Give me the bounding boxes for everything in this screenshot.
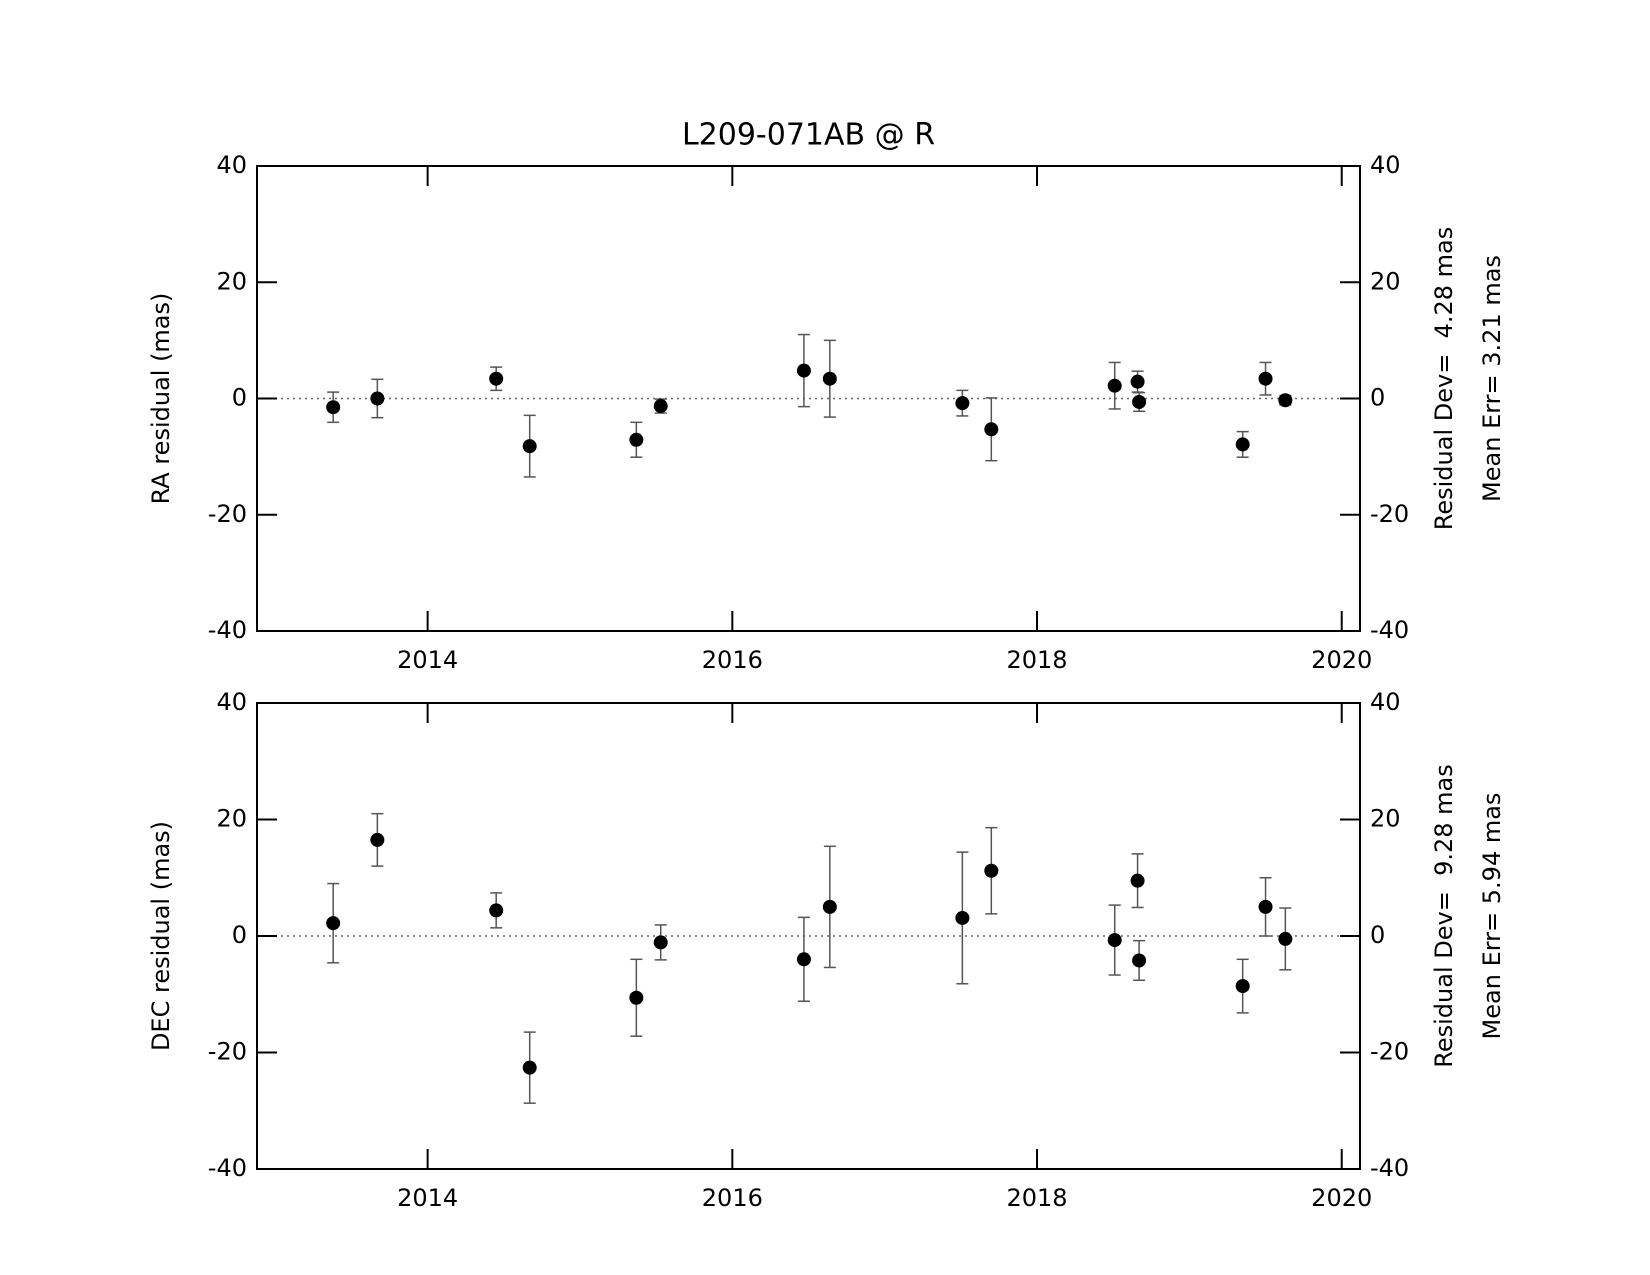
point [1130,374,1145,389]
point [326,916,341,931]
point [796,952,811,967]
annotation: Residual Dev= 9.28 mas [1430,764,1458,1067]
point [822,371,837,386]
y-tick-label: 40 [216,151,247,179]
y-tick-label: 0 [232,384,247,412]
point [522,439,537,454]
point [822,899,837,914]
y-tick-label: -40 [208,1154,247,1182]
x-tick-label: 2020 [1311,1184,1372,1212]
y-axis-label: RA residual (mas) [147,293,175,505]
x-tick-label: 2014 [397,646,458,674]
x-tick-label: 2018 [1006,646,1067,674]
x-tick-label: 2016 [702,1184,763,1212]
point [796,363,811,378]
x-tick-label: 2014 [397,1184,458,1212]
annotation: Residual Dev= 4.28 mas [1430,227,1458,530]
y2-tick-label: -20 [1370,500,1409,528]
y-tick-label: -40 [208,616,247,644]
point [1107,933,1122,948]
y2-tick-label: 0 [1370,384,1385,412]
x-tick-label: 2020 [1311,646,1372,674]
y-tick-label: -20 [208,1038,247,1066]
point [1258,899,1273,914]
y2-tick-label: 20 [1370,805,1401,833]
point [1278,931,1293,946]
point [984,422,999,437]
point [955,910,970,925]
point [629,990,644,1005]
y-tick-label: 20 [216,267,247,295]
y-axis-label: DEC residual (mas) [147,821,175,1051]
y-tick-label: 20 [216,805,247,833]
point [653,935,668,950]
y2-tick-label: 20 [1370,267,1401,295]
point [370,391,385,406]
x-tick-label: 2018 [1006,1184,1067,1212]
point [1132,953,1147,968]
point [1130,873,1145,888]
annotation: Mean Err= 3.21 mas [1478,255,1506,502]
y2-tick-label: -40 [1370,616,1409,644]
chart-title: L209-071AB @ R [682,118,935,153]
point [984,863,999,878]
point [489,371,504,386]
point [653,399,668,414]
point [489,903,504,918]
point [1235,437,1250,452]
y2-tick-label: 40 [1370,151,1401,179]
point [522,1060,537,1075]
y-tick-label: 0 [232,921,247,949]
y-tick-label: -20 [208,500,247,528]
y2-tick-label: -40 [1370,1154,1409,1182]
point [1235,979,1250,994]
y2-tick-label: 0 [1370,921,1385,949]
point [629,432,644,447]
point [1258,371,1273,386]
point [370,832,385,847]
annotation: Mean Err= 5.94 mas [1478,793,1506,1040]
point [326,400,341,415]
x-tick-label: 2016 [702,646,763,674]
y2-tick-label: 40 [1370,688,1401,716]
point [1132,394,1147,409]
point [955,396,970,411]
y-tick-label: 40 [216,688,247,716]
point [1107,378,1122,393]
point [1278,393,1293,408]
y2-tick-label: -20 [1370,1038,1409,1066]
